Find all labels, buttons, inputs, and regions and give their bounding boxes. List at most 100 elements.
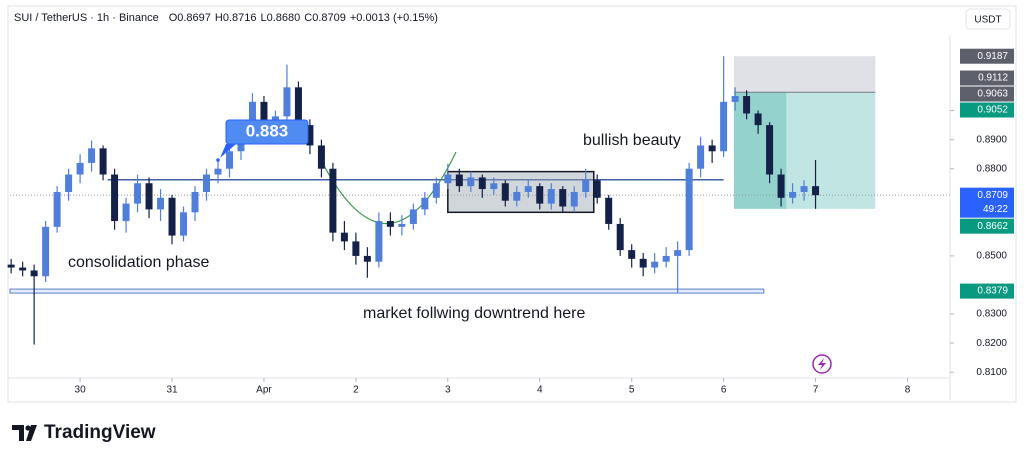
candle-body — [559, 189, 567, 207]
candle-body — [444, 174, 452, 184]
candle-body — [513, 191, 521, 201]
candle-body — [88, 148, 96, 163]
price-label: 0.8662 — [977, 221, 1008, 232]
y-tick-label: 0.8200 — [976, 338, 1007, 349]
low: L0.8680 — [261, 12, 301, 24]
candle-body — [99, 148, 107, 175]
candle-body — [294, 87, 302, 126]
price-label: 0.8379 — [977, 286, 1008, 297]
candle-body — [708, 145, 716, 152]
candle-body — [329, 168, 337, 233]
candle-body — [731, 96, 739, 102]
y-tick-label: 0.8100 — [976, 367, 1007, 378]
candle-body — [398, 223, 406, 227]
price-label: 0.9112 — [978, 73, 1008, 84]
candle-body — [455, 174, 463, 187]
candle-body — [363, 255, 371, 262]
candle-body — [628, 250, 636, 259]
candle-body — [340, 232, 348, 242]
close: C0.8709 — [304, 12, 346, 24]
candle-body — [352, 241, 360, 256]
candle-body — [662, 255, 670, 262]
annotation: consolidation phase — [68, 254, 210, 271]
price-label-box — [960, 70, 1014, 86]
candle-body — [754, 113, 762, 126]
price-label-box — [960, 86, 1014, 102]
x-tick-label: 6 — [721, 385, 727, 396]
candle-body — [685, 168, 693, 251]
candle-body — [317, 145, 325, 169]
candle-body — [306, 125, 314, 146]
candle-body — [203, 174, 211, 192]
x-tick-label: 7 — [813, 385, 819, 396]
candle-body — [674, 250, 682, 256]
candle-body — [53, 191, 61, 227]
candle-body — [720, 101, 728, 152]
x-tick-label: 2 — [353, 385, 359, 396]
x-tick-label: 5 — [629, 385, 635, 396]
callout-label: 0.883 — [246, 121, 289, 140]
candle-body — [524, 186, 532, 192]
price-label-box — [960, 102, 1014, 118]
candle-body — [180, 212, 188, 236]
callout-dot — [216, 158, 220, 162]
candle-body — [432, 183, 440, 198]
y-tick-label: 0.8300 — [976, 309, 1007, 320]
candle-body — [386, 221, 394, 227]
open: O0.8697 — [169, 12, 211, 24]
x-tick-label: 31 — [166, 385, 178, 396]
candle-body — [30, 270, 38, 277]
x-tick-label: 4 — [537, 385, 543, 396]
candle-body — [260, 101, 268, 126]
candle-body — [536, 186, 544, 204]
candle-body — [248, 101, 256, 134]
candle-body — [490, 183, 498, 190]
alert-bolt — [818, 358, 826, 370]
high: H0.8716 — [215, 12, 257, 24]
candle-body — [409, 209, 417, 224]
annotation: market follwing downtrend here — [363, 305, 585, 322]
candle-body — [570, 191, 578, 207]
candle-body — [375, 221, 383, 262]
candle-body — [283, 87, 291, 117]
position-risk — [733, 56, 876, 93]
callout-pointer — [219, 143, 236, 158]
candle-body — [651, 261, 659, 268]
candle-body — [582, 180, 590, 192]
x-tick-label: Apr — [256, 385, 272, 396]
support-band — [9, 288, 765, 294]
countdown: 49:22 — [983, 204, 1008, 215]
candle-body — [777, 174, 785, 198]
candle-body — [122, 203, 130, 222]
candle-body — [42, 226, 50, 277]
brand: TradingView — [44, 422, 156, 443]
candle-body — [157, 197, 165, 210]
logo: TradingView — [12, 422, 156, 443]
position-progress — [733, 92, 787, 209]
candle-body — [605, 197, 613, 224]
price-label: 0.9063 — [977, 89, 1008, 100]
header: SUI / TetherUS · 1h · Binance O0.8697 H0.8… — [14, 12, 438, 24]
y-tick-label: 0.8500 — [976, 251, 1007, 262]
candle-body — [547, 189, 555, 204]
price-label-box — [960, 187, 1014, 218]
logo-mark — [12, 425, 37, 441]
y-tick-label: 0.8800 — [976, 163, 1007, 174]
x-tick-label: 8 — [905, 385, 911, 396]
x-tick-label: 3 — [445, 385, 451, 396]
currency: USDT — [974, 15, 1001, 26]
candle-body — [65, 174, 73, 192]
candle-body — [76, 162, 84, 175]
symbol: SUI / TetherUS · 1h · Binance — [14, 12, 159, 24]
currency-button[interactable] — [965, 8, 1011, 30]
candle-body — [421, 197, 429, 210]
candle-body — [800, 186, 808, 192]
candle-body — [191, 191, 199, 213]
y-tick-label: 0.8900 — [976, 134, 1007, 145]
candle-body — [766, 125, 774, 175]
callout-box — [225, 119, 309, 145]
candle-body — [111, 174, 119, 222]
price-label-box — [960, 283, 1014, 299]
candle-body — [743, 96, 751, 114]
